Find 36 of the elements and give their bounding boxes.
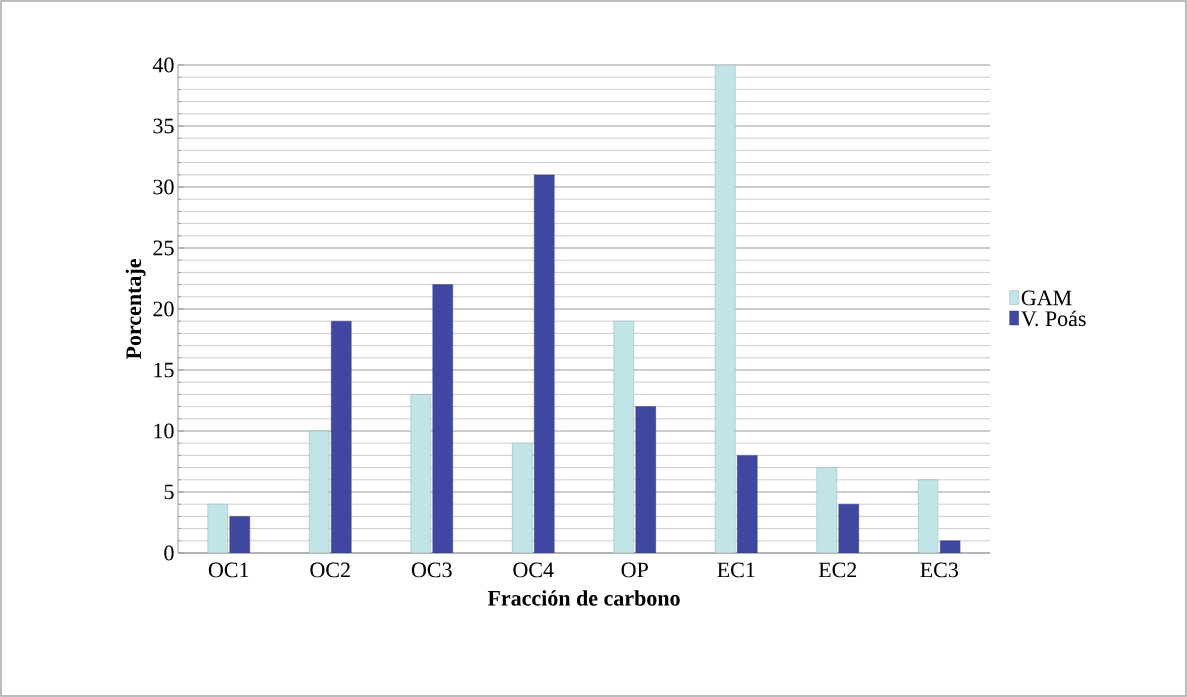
y-axis-title: Porcentaje [125, 259, 146, 360]
bar [229, 516, 250, 553]
legend-label: GAM [1021, 290, 1072, 306]
bar [309, 430, 330, 553]
x-tick-label: EC1 [717, 562, 755, 578]
y-tick-label: 30 [153, 179, 174, 195]
bar [432, 284, 453, 553]
y-tick-label: 10 [154, 423, 174, 439]
x-tick-label: OC2 [310, 562, 350, 578]
bar [838, 504, 859, 553]
x-tick-label: OC3 [411, 562, 452, 578]
bar [816, 467, 837, 553]
x-tick-label: EC2 [818, 562, 857, 578]
y-tick-label: 40 [152, 57, 174, 73]
x-tick-label: OC4 [513, 562, 554, 578]
y-tick-label: 25 [153, 240, 174, 256]
y-tick-label: 0 [164, 545, 174, 561]
x-tick-label: EC3 [920, 562, 958, 578]
bar [613, 321, 634, 553]
bar [737, 455, 758, 553]
bar [331, 321, 352, 553]
bar [534, 174, 555, 553]
y-tick-label: 20 [153, 301, 174, 317]
y-tick-label: 15 [154, 362, 174, 378]
bar [512, 443, 533, 553]
bar [715, 65, 736, 553]
bar [410, 394, 431, 553]
bar [918, 479, 939, 553]
x-tick-label: OC1 [208, 562, 249, 578]
bar [207, 504, 228, 553]
y-tick-label: 35 [153, 118, 174, 134]
x-axis-title: Fracción de carbono [487, 590, 680, 606]
y-tick-label: 5 [164, 484, 174, 500]
bar [635, 406, 656, 553]
x-tick-label: OP [621, 562, 648, 578]
legend-label: V. Poás [1021, 310, 1086, 327]
